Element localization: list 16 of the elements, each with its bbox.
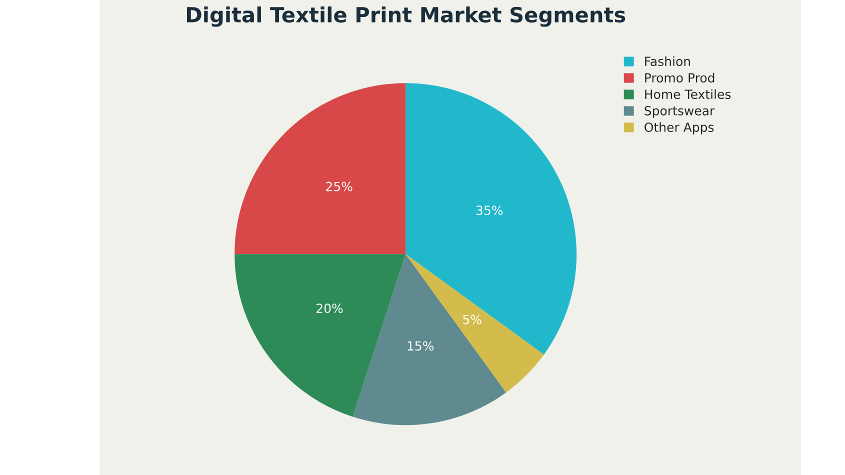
data-label: 25% — [326, 182, 352, 192]
chart-title: Digital Textile Print Market Segments — [186, 6, 626, 27]
legend-label: Sportswear — [644, 106, 715, 118]
legend-label: Promo Prod — [645, 72, 714, 83]
data-label: 5% — [463, 314, 482, 324]
pie-slice — [234, 254, 406, 417]
legend-label: Home Textiles — [645, 89, 731, 99]
pie-slice — [234, 83, 406, 254]
data-label: 35% — [476, 206, 503, 216]
pie-slice — [406, 83, 577, 355]
legend-label: Other Apps — [644, 122, 714, 134]
pie-slice — [352, 254, 506, 426]
data-label: 20% — [316, 304, 343, 314]
pie-slice — [406, 254, 544, 392]
data-label: 15% — [408, 341, 434, 351]
legend-label: Fashion — [645, 56, 690, 66]
